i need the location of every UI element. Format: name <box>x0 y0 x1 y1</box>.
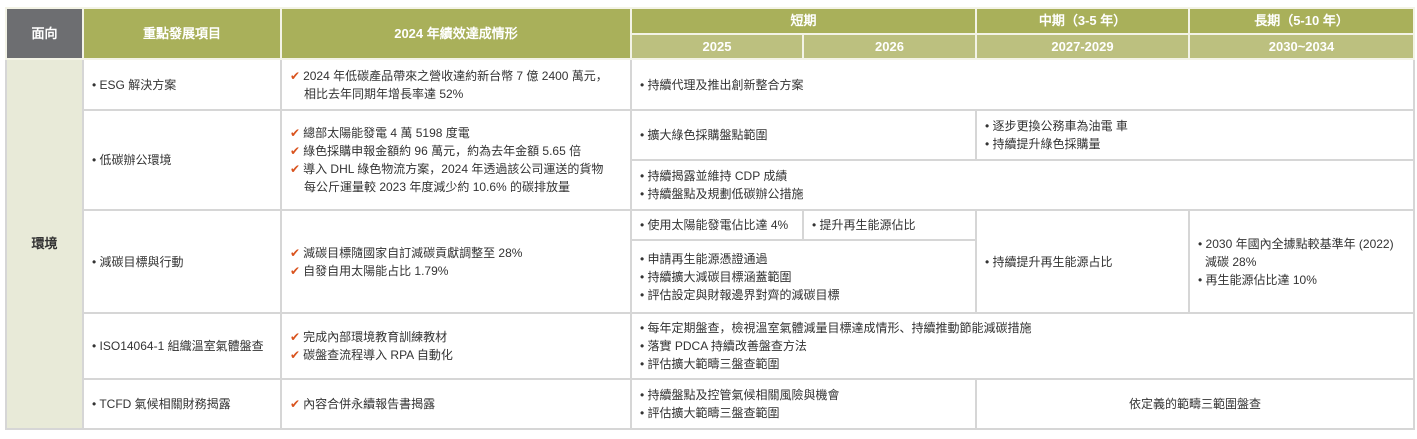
plan-cell: • 每年定期盤查，檢視溫室氣體減量目標達成情形、持續推動節能減碳措施 • 落實 … <box>629 312 1416 380</box>
header-2030-2034: 2030~2034 <box>1188 33 1416 60</box>
check-icon: ✔ <box>290 126 301 140</box>
header-subrow: 2025 2026 2027-2029 2030~2034 <box>6 33 1416 60</box>
mid-term-cell: • 持續提升再生能源占比 <box>975 209 1191 314</box>
table-row: • 持續揭露並維持 CDP 成績 • 持續盤點及規劃低碳辦公措施 <box>6 159 1416 211</box>
header-2025: 2025 <box>630 33 804 60</box>
header-long-term: 長期（5-10 年） <box>1188 7 1416 35</box>
header-row: 面向 重點發展項目 2024 年績效達成情形 短期 中期（3-5 年） 長期（5… <box>5 7 1416 60</box>
item-cell: • TCFD 氣候相關財務揭露 <box>82 378 282 430</box>
table-row: • 申請再生能源憑證通過 • 持續擴大減碳目標涵蓋範圍 • 評估設定與財報邊界對… <box>6 239 1414 314</box>
plan-cell: • 持續揭露並維持 CDP 成績 • 持續盤點及規劃低碳辦公措施 <box>629 159 1416 211</box>
item-cell: • ISO14064-1 組織溫室氣體盤查 <box>82 312 282 380</box>
long-term-cell: • 2030 年國內全據點較基準年 (2022) 減碳 28% • 再生能源佔比… <box>1188 209 1416 314</box>
item-cell: • ESG 解決方案 <box>82 58 282 111</box>
check-icon: ✔ <box>290 348 301 362</box>
performance-cell: ✔ 總部太陽能發電 4 萬 5198 度電 ✔ 綠色採購申報金額約 96 萬元，約為… <box>280 109 632 211</box>
check-icon: ✔ <box>290 144 301 158</box>
header-mid-term: 中期（3-5 年） <box>975 7 1191 35</box>
item-cell: • 低碳辦公環境 <box>82 109 282 211</box>
2026-cell: • 提升再生能源佔比 <box>801 209 978 241</box>
check-icon: ✔ <box>290 68 301 83</box>
header-2027-2029: 2027-2029 <box>975 33 1191 60</box>
check-icon: ✔ <box>290 245 301 260</box>
header-short-term: 短期 <box>629 7 978 35</box>
header-2026: 2026 <box>801 33 978 60</box>
performance-cell: ✔ 2024 年低碳產品帶來之營收達約新台幣 7 億 2400 萬元， 相比去年同… <box>280 58 632 111</box>
table-row: 環境 • ESG 解決方案 ✔ 2024 年低碳產品帶來之營收達約新台幣 7 億 … <box>5 58 1416 430</box>
short-term-cell: • 申請再生能源憑證通過 • 持續擴大減碳目標涵蓋範圍 • 評估設定與財報邊界對… <box>629 239 978 314</box>
check-icon: ✔ <box>290 397 301 411</box>
short-term-cell: • 擴大綠色採購盤點範圍 <box>629 109 978 161</box>
header-aspect: 面向 <box>5 7 84 60</box>
plan-cell: • 持續代理及推出創新整合方案 <box>629 58 1416 111</box>
mid-long-term-cell: 依定義的範疇三範圍盤查 <box>975 378 1416 430</box>
esg-roadmap-table: 面向 重點發展項目 2024 年績效達成情形 短期 中期（3-5 年） 長期（5… <box>5 7 1416 430</box>
table-row: • TCFD 氣候相關財務揭露 ✔ 內容合併永續報告書揭露 • 持續盤點及控管氣候… <box>6 378 1416 430</box>
header-item: 重點發展項目 <box>82 7 282 60</box>
aspect-cell: 環境 <box>5 58 84 430</box>
table-row: • 減碳目標與行動 ✔ 減碳目標隨國家自訂減碳貢獻調整至 28% ✔ 自發自用太陽能… <box>6 209 1416 314</box>
performance-cell: ✔ 內容合併永續報告書揭露 <box>280 378 632 430</box>
check-icon: ✔ <box>290 162 301 176</box>
header-performance: 2024 年績效達成情形 <box>280 7 632 60</box>
table-row: • 低碳辦公環境 ✔ 總部太陽能發電 4 萬 5198 度電 ✔ 綠色採購申報金額約… <box>6 109 1416 211</box>
table-row: • ISO14064-1 組織溫室氣體盤查 ✔ 完成內部環境教育訓練教材 ✔ 碳盤查… <box>6 312 1416 380</box>
check-icon: ✔ <box>290 263 301 278</box>
2025-cell: • 使用太陽能發電佔比達 4% <box>630 209 804 241</box>
check-icon: ✔ <box>290 330 301 344</box>
performance-cell: ✔ 減碳目標隨國家自訂減碳貢獻調整至 28% ✔ 自發自用太陽能占比 1.79% <box>280 209 632 314</box>
item-cell: • 減碳目標與行動 <box>82 209 282 314</box>
short-term-cell: • 持續盤點及控管氣候相關風險與機會 • 評估擴大範疇三盤查範圍 <box>629 378 978 430</box>
performance-cell: ✔ 完成內部環境教育訓練教材 ✔ 碳盤查流程導入 RPA 自動化 <box>280 312 632 380</box>
mid-long-term-cell: • 逐步更換公務車為油電 車 • 持續提升綠色採購量 <box>975 109 1416 161</box>
